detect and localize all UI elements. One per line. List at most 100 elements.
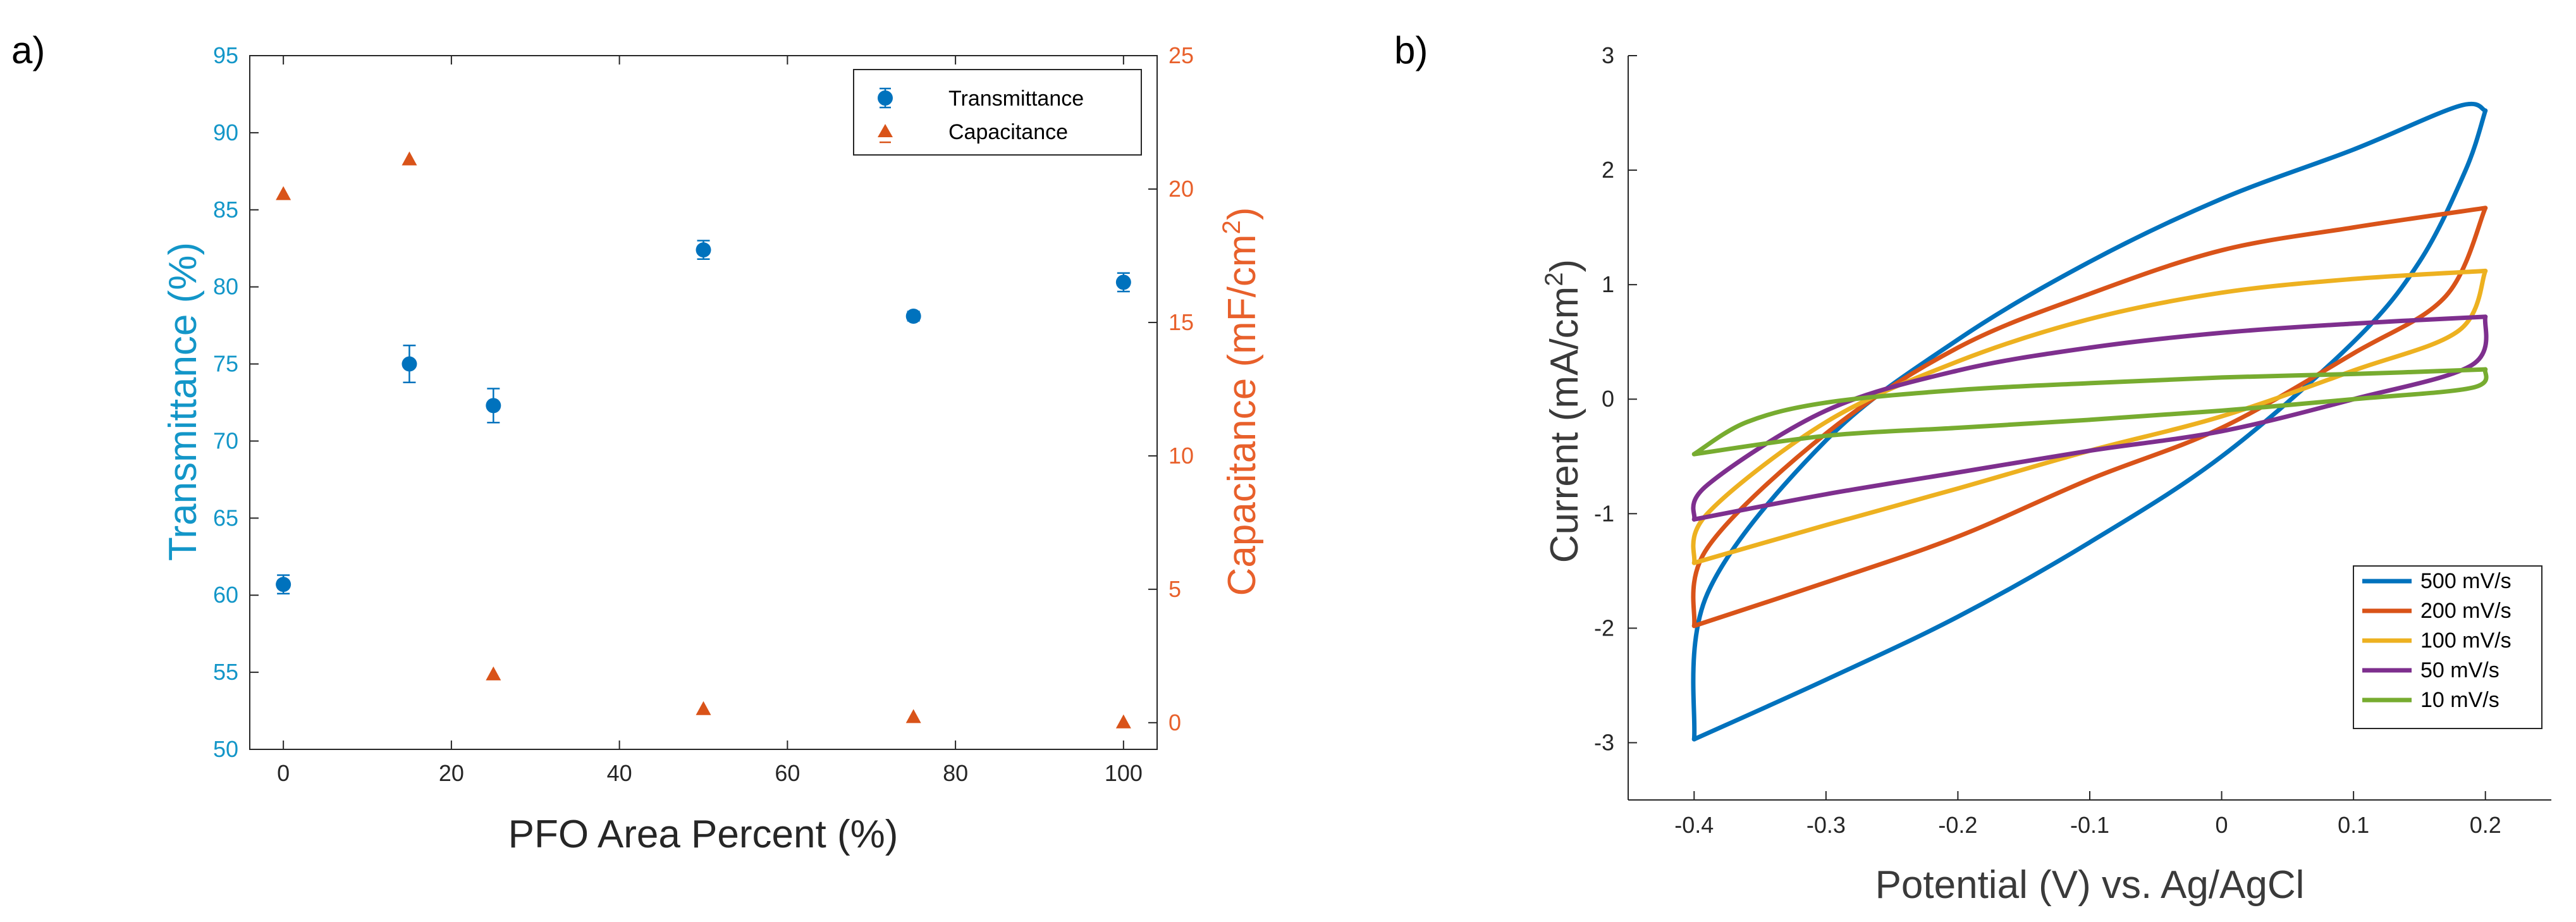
capacitance-point [486, 666, 501, 680]
left-y-tick-label: 95 [213, 42, 238, 68]
panel-a-legend: Transmittance Capacitance [853, 69, 1142, 156]
transmittance-point [486, 398, 501, 414]
panel-b-y-ticks: -3 -2 -1 0 1 2 3 [1594, 42, 1637, 755]
right-y-tick-label: 10 [1168, 443, 1194, 469]
capacitance-point [1115, 714, 1131, 728]
transmittance-point [402, 356, 417, 372]
left-y-tick-label: 55 [213, 659, 238, 685]
left-y-tick-label: 80 [213, 274, 238, 300]
legend-label: 10 mV/s [2420, 688, 2499, 712]
y-tick-label: 2 [1602, 157, 1614, 183]
transmittance-point [696, 242, 711, 258]
legend-label-capacitance: Capacitance [948, 120, 1068, 144]
panel-b-y-title-main: Current (mA/cm [1543, 286, 1586, 563]
x-tick-label: 0 [2216, 812, 2228, 838]
y-tick-label: -1 [1594, 500, 1614, 526]
cv-lower-branch [1691, 367, 2489, 457]
panel-a-plot-area [249, 55, 1158, 750]
x-tick-label: -0.1 [2070, 812, 2109, 838]
panel-a-right-y-ticks: 0 5 10 15 20 25 [1148, 42, 1194, 735]
right-y-tick-label: 5 [1168, 576, 1181, 602]
left-y-tick-label: 90 [213, 120, 238, 145]
y-tick-label: 0 [1602, 386, 1614, 412]
legend-triangle-marker-icon [878, 124, 893, 137]
panel-a-legend-box [853, 69, 1142, 156]
panel-a-right-y-title-superscript: 2 [1218, 220, 1246, 234]
cv-upper-branch [1691, 101, 2488, 742]
cv-curve-50-mv-s [1691, 314, 2489, 522]
legend-label: 200 mV/s [2420, 599, 2512, 623]
cv-upper-branch [1691, 268, 2488, 565]
y-tick-label: -3 [1594, 729, 1614, 755]
x-tick-label: 60 [775, 760, 800, 786]
panel-a-right-y-axis-title: Capacitance (mF/cm2) [1218, 207, 1264, 596]
x-tick-label: 100 [1105, 760, 1143, 786]
x-tick-label: -0.4 [1674, 812, 1714, 838]
x-tick-label: -0.3 [1806, 812, 1846, 838]
right-y-tick-label: 0 [1168, 710, 1181, 735]
panel-b-x-axis-title: Potential (V) vs. Ag/AgCl [1875, 863, 2305, 907]
panel-a-left-y-axis-title: Transmittance (%) [161, 242, 205, 561]
legend-item-transmittance: Transmittance [878, 87, 1084, 111]
cv-curve-10-mv-s [1691, 367, 2489, 457]
cv-curve-200-mv-s [1691, 206, 2488, 629]
legend-label: 100 mV/s [2420, 629, 2512, 653]
transmittance-point [276, 577, 291, 593]
x-tick-label: 0.1 [2338, 812, 2369, 838]
cv-lower-branch [1691, 206, 2488, 629]
y-tick-label: 1 [1602, 271, 1614, 297]
panel-b-y-title-end: ) [1543, 259, 1586, 273]
cv-lower-branch [1691, 314, 2489, 522]
panel-b-legend: 500 mV/s 200 mV/s 100 mV/s 50 mV/s 10 mV/s [2353, 565, 2542, 729]
cv-curve-100-mv-s [1691, 268, 2488, 565]
transmittance-point [905, 308, 921, 324]
legend-label: 500 mV/s [2420, 569, 2512, 593]
panel-a-x-ticks: 0 20 40 60 80 100 [277, 56, 1143, 786]
legend-item-capacitance: Capacitance [878, 120, 1068, 144]
panel-a-data-marks [276, 151, 1131, 728]
right-y-tick-label: 25 [1168, 42, 1194, 68]
panel-b-y-axis-title: Current (mA/cm2) [1540, 259, 1586, 563]
panel-b-x-ticks: -0.4 -0.3 -0.2 -0.1 0 0.1 0.2 [1674, 791, 2501, 838]
legend-label-transmittance: Transmittance [948, 87, 1084, 111]
left-y-tick-label: 85 [213, 197, 238, 223]
capacitance-point [696, 701, 711, 715]
panel-b-cv-curves [1691, 101, 2489, 742]
x-tick-label: 20 [439, 760, 464, 786]
panel-a-left-y-ticks: 50 55 60 65 70 75 80 85 90 95 [213, 42, 259, 762]
panel-a-transmittance-capacitance: a) 0 20 40 60 80 100 50 55 60 65 70 75 80 85 90 95 0 5 1… [11, 29, 1264, 856]
cv-upper-branch [1691, 206, 2488, 629]
panel-a-right-y-title-end: ) [1220, 207, 1264, 221]
left-y-tick-label: 70 [213, 427, 238, 453]
y-tick-label: -2 [1594, 615, 1614, 641]
cv-lower-branch [1691, 268, 2488, 565]
right-y-tick-label: 15 [1168, 309, 1194, 335]
cv-upper-branch [1691, 314, 2488, 522]
cv-upper-branch [1691, 367, 2488, 457]
left-y-tick-label: 50 [213, 736, 238, 762]
x-tick-label: 0 [277, 760, 290, 786]
cv-lower-branch [1691, 108, 2488, 742]
left-y-tick-label: 60 [213, 582, 238, 608]
panel-b-y-title-superscript: 2 [1540, 272, 1568, 286]
left-y-tick-label: 75 [213, 351, 238, 377]
cv-curve-500-mv-s [1691, 101, 2488, 742]
x-tick-label: 0.2 [2470, 812, 2501, 838]
panel-a-label: a) [11, 29, 45, 71]
transmittance-point [1115, 274, 1131, 290]
panel-b-cyclic-voltammetry: b) -0.4 -0.3 -0.2 -0.1 0 0.1 0.2 -3 -2 -1 0 1 2 3 Po… [1394, 29, 2551, 907]
x-tick-label: -0.2 [1938, 812, 1977, 838]
left-y-tick-label: 65 [213, 505, 238, 531]
capacitance-point [905, 709, 921, 723]
panel-a-x-axis-title: PFO Area Percent (%) [508, 813, 899, 856]
y-tick-label: 3 [1602, 42, 1614, 68]
legend-circle-marker-icon [878, 90, 893, 106]
panel-a-right-y-title-main: Capacitance (mF/cm [1220, 234, 1264, 596]
legend-label: 50 mV/s [2420, 658, 2499, 682]
capacitance-point [402, 151, 417, 166]
capacitance-point [276, 186, 291, 200]
right-y-tick-label: 20 [1168, 176, 1194, 202]
x-tick-label: 40 [607, 760, 632, 786]
panel-b-label: b) [1394, 29, 1428, 71]
